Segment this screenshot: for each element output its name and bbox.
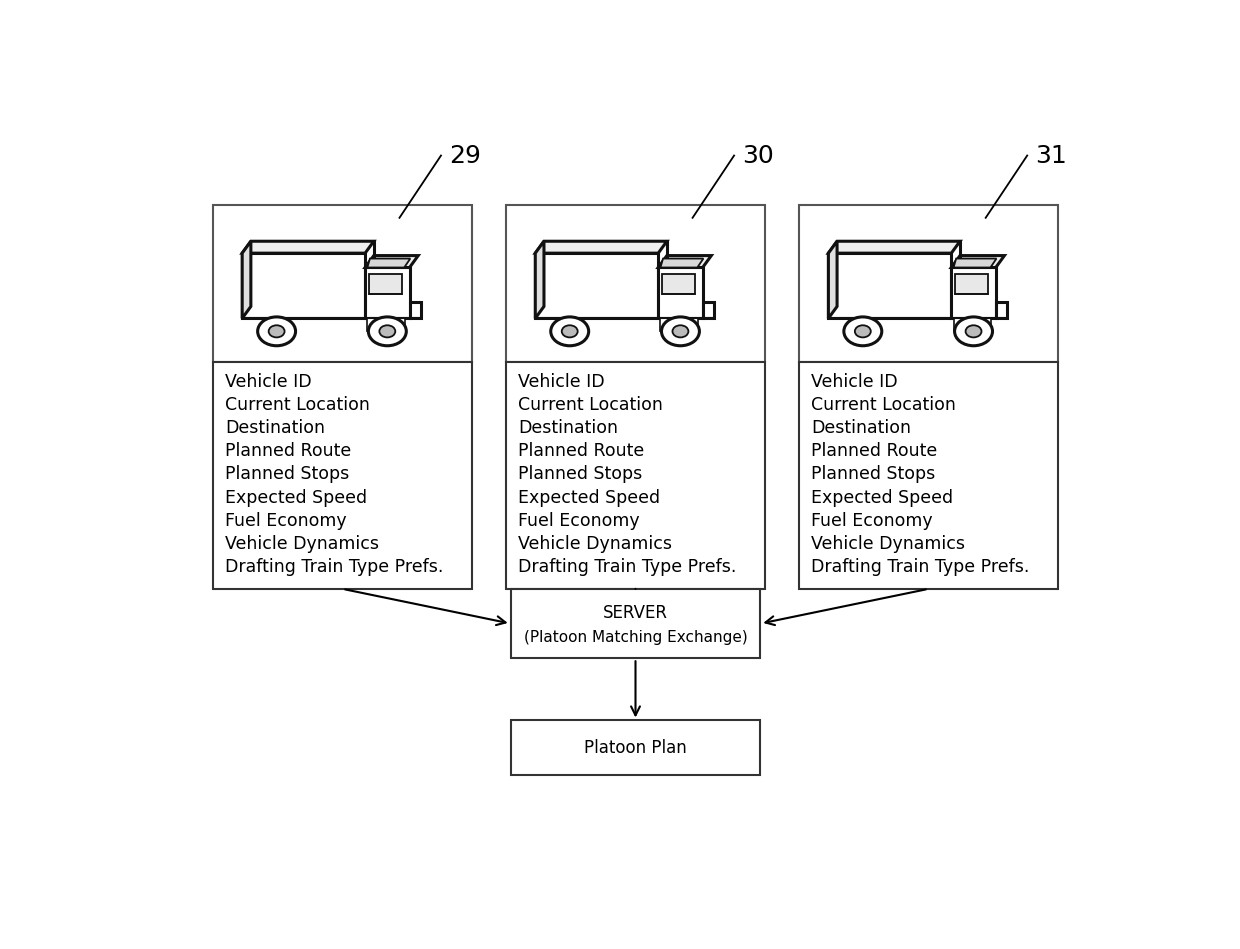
Polygon shape — [658, 255, 712, 268]
Text: Planned Route: Planned Route — [811, 442, 937, 460]
Circle shape — [368, 317, 407, 345]
FancyBboxPatch shape — [799, 363, 1059, 588]
Text: Current Location: Current Location — [226, 396, 370, 414]
Polygon shape — [368, 273, 402, 294]
Polygon shape — [954, 258, 997, 268]
Polygon shape — [954, 318, 991, 331]
Text: Vehicle Dynamics: Vehicle Dynamics — [226, 535, 379, 552]
Polygon shape — [828, 241, 960, 253]
Text: Vehicle Dynamics: Vehicle Dynamics — [811, 535, 966, 552]
Text: Planned Stops: Planned Stops — [226, 465, 350, 483]
Text: Drafting Train Type Prefs.: Drafting Train Type Prefs. — [226, 558, 444, 576]
FancyBboxPatch shape — [506, 205, 765, 363]
Circle shape — [966, 326, 982, 338]
Text: Fuel Economy: Fuel Economy — [518, 512, 640, 530]
Polygon shape — [661, 258, 703, 268]
Circle shape — [854, 326, 870, 338]
Text: Planned Stops: Planned Stops — [518, 465, 642, 483]
Circle shape — [269, 326, 284, 338]
Text: Destination: Destination — [518, 419, 619, 437]
Text: Vehicle Dynamics: Vehicle Dynamics — [518, 535, 672, 552]
Circle shape — [661, 317, 699, 345]
Text: Fuel Economy: Fuel Economy — [811, 512, 932, 530]
Polygon shape — [536, 241, 544, 318]
Polygon shape — [996, 302, 1007, 318]
Text: Drafting Train Type Prefs.: Drafting Train Type Prefs. — [518, 558, 737, 576]
Polygon shape — [365, 268, 409, 318]
Text: (Platoon Matching Exchange): (Platoon Matching Exchange) — [523, 630, 748, 645]
Polygon shape — [658, 268, 703, 318]
Text: Planned Route: Planned Route — [226, 442, 351, 460]
Polygon shape — [951, 268, 996, 318]
Circle shape — [379, 326, 396, 338]
FancyBboxPatch shape — [506, 363, 765, 588]
FancyBboxPatch shape — [213, 205, 472, 363]
Circle shape — [844, 317, 882, 345]
Polygon shape — [828, 253, 951, 318]
Text: Expected Speed: Expected Speed — [518, 489, 661, 507]
Polygon shape — [242, 241, 250, 318]
Polygon shape — [662, 273, 694, 294]
Text: SERVER: SERVER — [603, 605, 668, 623]
Polygon shape — [703, 302, 714, 318]
Text: Planned Route: Planned Route — [518, 442, 645, 460]
Text: Planned Stops: Planned Stops — [811, 465, 936, 483]
Circle shape — [551, 317, 589, 345]
Polygon shape — [828, 241, 837, 318]
Text: Destination: Destination — [811, 419, 911, 437]
Polygon shape — [409, 302, 420, 318]
Circle shape — [672, 326, 688, 338]
Text: Current Location: Current Location — [518, 396, 663, 414]
FancyBboxPatch shape — [511, 588, 760, 659]
Polygon shape — [367, 318, 405, 331]
Text: 30: 30 — [742, 143, 774, 168]
Text: Destination: Destination — [226, 419, 325, 437]
Text: 31: 31 — [1035, 143, 1066, 168]
Circle shape — [955, 317, 992, 345]
Text: Fuel Economy: Fuel Economy — [226, 512, 347, 530]
Polygon shape — [242, 253, 365, 318]
Circle shape — [258, 317, 295, 345]
Text: Current Location: Current Location — [811, 396, 956, 414]
FancyBboxPatch shape — [213, 363, 472, 588]
Polygon shape — [661, 318, 698, 331]
Polygon shape — [365, 255, 418, 268]
Text: Drafting Train Type Prefs.: Drafting Train Type Prefs. — [811, 558, 1029, 576]
Text: Vehicle ID: Vehicle ID — [811, 373, 898, 391]
Circle shape — [562, 326, 578, 338]
Polygon shape — [951, 255, 1004, 268]
Polygon shape — [536, 253, 658, 318]
Text: Vehicle ID: Vehicle ID — [226, 373, 311, 391]
Polygon shape — [367, 258, 410, 268]
Text: Expected Speed: Expected Speed — [811, 489, 954, 507]
Text: Platoon Plan: Platoon Plan — [584, 738, 687, 756]
Polygon shape — [955, 273, 988, 294]
Polygon shape — [242, 241, 373, 253]
FancyBboxPatch shape — [511, 720, 760, 775]
Text: 29: 29 — [449, 143, 481, 168]
Text: Vehicle ID: Vehicle ID — [518, 373, 605, 391]
Text: Expected Speed: Expected Speed — [226, 489, 367, 507]
FancyBboxPatch shape — [799, 205, 1059, 363]
Polygon shape — [536, 241, 667, 253]
